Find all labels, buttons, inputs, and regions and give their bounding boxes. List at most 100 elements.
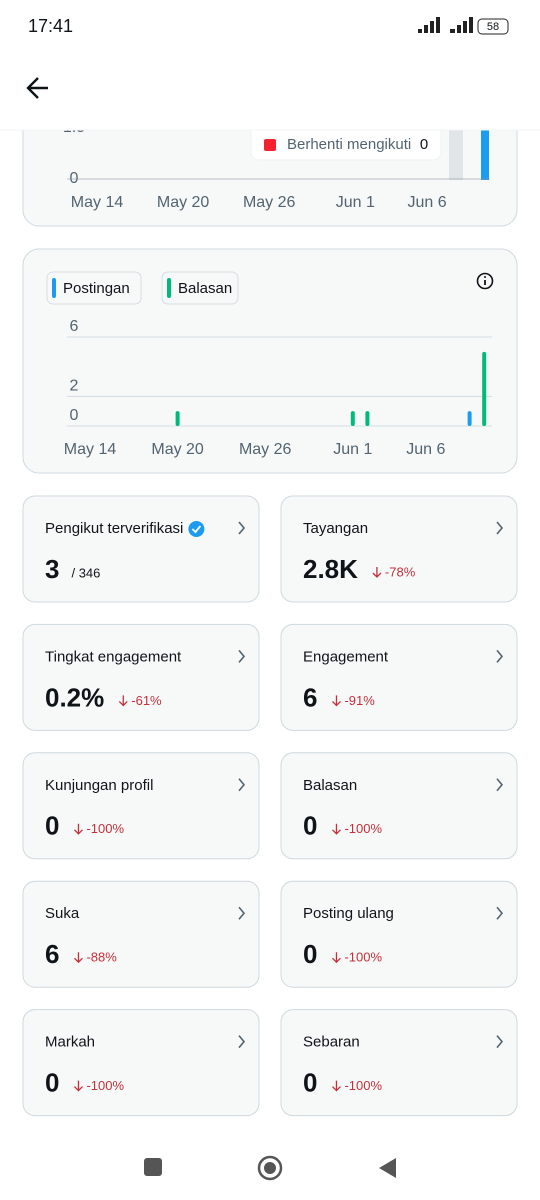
chevron: [238, 1035, 246, 1049]
nav-home: [264, 1162, 276, 1174]
metric-value: 0: [45, 811, 59, 841]
down-arrow: [332, 695, 341, 707]
chevron: [496, 1035, 504, 1049]
x-tick-label: May 14: [71, 194, 124, 211]
metric-title: Kunjungan profil: [45, 777, 153, 794]
metric-title: Engagement: [303, 648, 389, 665]
legend-item[interactable]: [161, 271, 239, 305]
x-tick-label: Jun 1: [333, 441, 372, 458]
battery: [477, 18, 509, 35]
metric-total: / 346: [71, 565, 100, 580]
nav-back[interactable]: [379, 1158, 396, 1178]
verified-badge: [188, 521, 205, 537]
chevron: [496, 778, 504, 792]
tooltip-value: 0: [420, 136, 428, 153]
y-tick-label: 6: [70, 318, 79, 335]
tooltip-label: Berhenti mengikuti: [287, 136, 411, 153]
metric-card[interactable]: [22, 623, 260, 731]
metric-card[interactable]: [280, 1009, 518, 1117]
activity-card: [22, 248, 518, 474]
x-tick-label: Jun 1: [336, 194, 375, 211]
metric-change: -88%: [86, 950, 117, 965]
metric-value: 6: [303, 682, 317, 712]
x-tick-label: Jun 6: [406, 441, 445, 458]
metric-title: Posting ulang: [303, 905, 394, 922]
followers-card: 0 1.5 May 14 May 20 May 26 Jun 1 Jun 6 Berhenti…: [22, 119, 518, 227]
metric-title: Sebaran: [303, 1034, 360, 1051]
down-arrow: [332, 952, 341, 964]
metric-card[interactable]: [280, 495, 518, 603]
y-tick-label: 2: [70, 378, 79, 395]
battery-level: 58: [487, 21, 499, 33]
down-arrow: [332, 1080, 341, 1092]
info-icon[interactable]: [476, 272, 494, 290]
down-arrow: [118, 695, 128, 707]
metric-change: -91%: [344, 693, 375, 708]
x-tick-label: May 14: [64, 441, 117, 458]
down-arrow: [74, 952, 83, 964]
metric-value: 6: [45, 939, 59, 969]
chevron: [238, 778, 246, 792]
metric-change: -61%: [131, 693, 162, 708]
legend-label: Postingan: [63, 280, 130, 297]
chevron: [496, 521, 504, 535]
metric-title: Tayangan: [303, 520, 368, 537]
down-arrow: [332, 823, 341, 835]
metric-card[interactable]: [22, 1009, 260, 1117]
metric-card[interactable]: [22, 880, 260, 988]
metric-title: Tingkat engagement: [45, 648, 182, 665]
metric-value: 0.2%: [45, 682, 104, 712]
info-icon: [484, 276, 486, 278]
metric-change: -100%: [344, 821, 382, 836]
metric-change: -100%: [344, 1078, 382, 1093]
back-button[interactable]: [26, 77, 48, 99]
bar: [175, 411, 180, 426]
x-tick-label: Jun 6: [407, 194, 446, 211]
metric-change: -78%: [385, 564, 416, 579]
x-tick-label: May 20: [151, 441, 204, 458]
chevron: [238, 906, 246, 920]
metric-title: Markah: [45, 1034, 95, 1051]
metric-value: 0: [303, 811, 317, 841]
y-tick-label: 1.5: [63, 119, 85, 136]
legend-item[interactable]: [46, 271, 142, 305]
bar: [482, 351, 487, 426]
nav-home[interactable]: [257, 1155, 283, 1181]
metric-card[interactable]: [22, 752, 260, 860]
y-tick-label: 0: [70, 407, 79, 424]
verified-badge: [191, 525, 202, 534]
metric-change: -100%: [344, 950, 382, 965]
metric-value: 0: [45, 1067, 59, 1097]
metric-card[interactable]: [280, 623, 518, 731]
time: 17:41: [28, 16, 73, 36]
chevron: [496, 649, 504, 663]
bar: [350, 411, 355, 426]
metric-value: 0: [303, 939, 317, 969]
metric-value: 2.8K: [303, 554, 358, 584]
signal-icons: [418, 17, 473, 33]
tooltip: [250, 130, 442, 161]
bar: [365, 411, 370, 426]
chevron: [238, 649, 246, 663]
metric-value: 0: [303, 1067, 317, 1097]
chevron: [238, 521, 246, 535]
metric-title: Balasan: [303, 777, 357, 794]
bar: [481, 130, 489, 180]
legend-swatch: [167, 278, 171, 298]
legend-label: Balasan: [178, 280, 232, 297]
legend-swatch: [52, 278, 56, 298]
down-arrow: [74, 823, 83, 835]
x-tick-label: May 20: [157, 194, 210, 211]
x-tick-label: May 26: [239, 441, 292, 458]
down-arrow: [372, 567, 382, 578]
metric-change: -100%: [86, 821, 124, 836]
nav-recents[interactable]: [144, 1158, 162, 1176]
legend-swatch: [264, 139, 276, 151]
metric-card[interactable]: [280, 752, 518, 860]
hover-column: [449, 130, 463, 180]
bar: [467, 411, 472, 426]
metric-card[interactable]: [22, 495, 260, 603]
down-arrow: [74, 1080, 83, 1092]
metric-card[interactable]: [280, 880, 518, 988]
